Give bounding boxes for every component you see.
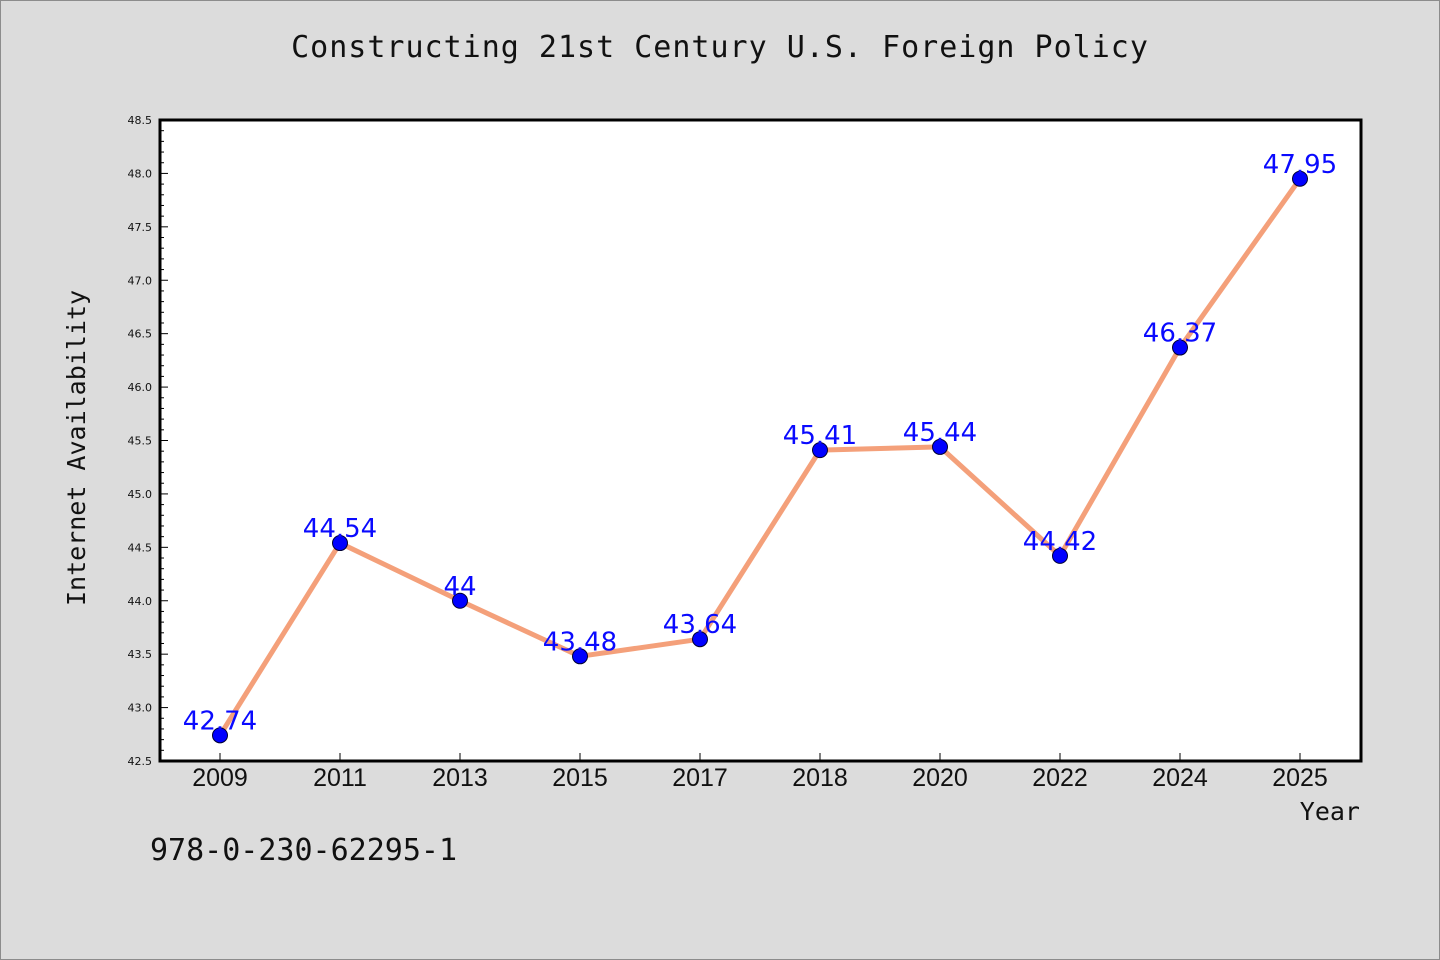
y-tick-label: 46.0 — [128, 381, 153, 394]
data-label: 44 — [443, 572, 476, 602]
data-point-marker — [212, 727, 228, 744]
data-point-marker — [332, 535, 348, 552]
x-tick-label: 2011 — [313, 764, 367, 792]
data-point-marker — [1292, 170, 1308, 187]
data-point-marker — [1172, 339, 1188, 356]
data-label: 45.44 — [903, 418, 977, 448]
data-label: 43.48 — [543, 627, 617, 657]
data-label: 45.41 — [783, 421, 857, 451]
y-axis-title: Internet Availability — [62, 290, 91, 606]
y-tick-label: 45.0 — [128, 488, 153, 501]
data-label: 46.37 — [1143, 319, 1217, 349]
x-tick-label: 2020 — [912, 764, 968, 792]
series-group — [212, 170, 1308, 744]
y-tick-label: 46.5 — [128, 328, 153, 341]
isbn-footer: 978-0-230-62295-1 — [150, 833, 458, 868]
data-label: 42.74 — [183, 706, 257, 736]
y-tick-label: 48.5 — [128, 114, 153, 127]
data-label-group: 42.74 44.54 44 43.48 43.64 45.41 45.44 44.42 46.… — [183, 150, 1337, 737]
y-tick-label: 44.0 — [128, 595, 153, 608]
x-tick-label: 2015 — [552, 764, 608, 792]
x-tick-label: 2025 — [1272, 764, 1328, 792]
y-tick-label: 43.0 — [128, 702, 153, 715]
x-tick-label: 2018 — [792, 764, 848, 792]
data-label: 47.95 — [1263, 150, 1337, 180]
x-tick-label: 2024 — [1152, 764, 1208, 792]
data-point-marker — [1052, 547, 1068, 564]
chart-title: Constructing 21st Century U.S. Foreign P… — [291, 30, 1149, 65]
x-tick-label: 2013 — [432, 764, 488, 792]
y-tick-label: 45.5 — [128, 435, 153, 448]
y-tick-label: 47.0 — [128, 274, 153, 287]
plot-area — [158, 118, 1363, 763]
data-point-marker — [692, 631, 708, 648]
data-point-marker — [812, 442, 828, 459]
series-line — [217, 176, 1303, 738]
data-point-marker — [572, 648, 588, 665]
x-tick-label: 2009 — [192, 764, 248, 792]
y-tick-label: 43.5 — [128, 648, 153, 661]
data-label: 44.54 — [303, 514, 377, 544]
data-point-marker — [932, 438, 948, 455]
x-tick-label: 2022 — [1032, 764, 1088, 792]
y-tick-label: 47.5 — [128, 221, 153, 234]
y-tick-label: 48.0 — [128, 167, 153, 180]
x-axis-title: Year — [1300, 797, 1360, 826]
y-tick-label: 44.5 — [128, 541, 153, 554]
y-tick-label: 42.5 — [128, 755, 153, 768]
data-point-marker — [452, 592, 468, 609]
y-axis: 42.5 43.0 43.5 44.0 44.5 45.0 45.5 46.0 46.5 47.0… — [128, 114, 168, 768]
data-label: 43.64 — [663, 610, 737, 640]
data-label: 44.42 — [1023, 527, 1097, 557]
x-tick-label: 2017 — [672, 764, 728, 792]
x-axis: 2009 2011 2013 2015 2017 2018 2020 2022 2024 2025 — [192, 753, 1328, 792]
